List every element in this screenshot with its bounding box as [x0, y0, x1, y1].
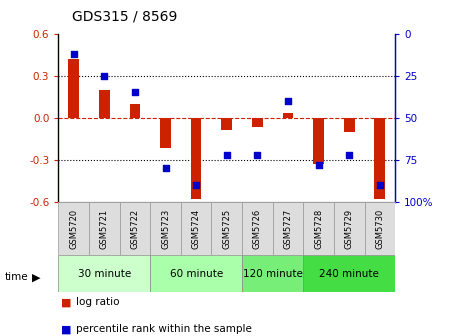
Bar [242, 202, 273, 255]
Bar [119, 202, 150, 255]
Text: GSM5727: GSM5727 [283, 208, 292, 249]
Point [131, 90, 138, 95]
Point [193, 182, 200, 187]
Bar [365, 202, 395, 255]
Text: GSM5724: GSM5724 [192, 208, 201, 249]
Bar [160, 118, 171, 149]
Text: GDS315 / 8569: GDS315 / 8569 [72, 9, 177, 24]
Text: GSM5721: GSM5721 [100, 208, 109, 249]
Bar [89, 202, 119, 255]
Text: GSM5730: GSM5730 [375, 208, 384, 249]
Text: GSM5723: GSM5723 [161, 208, 170, 249]
Bar [313, 118, 324, 164]
Point [284, 98, 291, 103]
Bar [191, 118, 202, 199]
Bar [58, 255, 150, 292]
Text: GSM5728: GSM5728 [314, 208, 323, 249]
Bar [150, 255, 242, 292]
Bar [130, 103, 140, 118]
Text: GSM5722: GSM5722 [130, 208, 139, 249]
Bar [303, 202, 334, 255]
Bar [374, 118, 385, 199]
Text: GSM5720: GSM5720 [69, 208, 78, 249]
Bar [150, 202, 181, 255]
Point [315, 162, 322, 167]
Point [223, 152, 230, 157]
Point [346, 152, 353, 157]
Bar [221, 118, 232, 130]
Text: GSM5729: GSM5729 [345, 208, 354, 249]
Bar [303, 255, 395, 292]
Bar [242, 255, 303, 292]
Bar [252, 118, 263, 127]
Point [70, 51, 77, 56]
Bar [273, 202, 303, 255]
Text: GSM5726: GSM5726 [253, 208, 262, 249]
Text: log ratio: log ratio [76, 297, 120, 307]
Bar [68, 59, 79, 118]
Bar [282, 114, 293, 118]
Text: 240 minute: 240 minute [319, 269, 379, 279]
Point [101, 73, 108, 78]
Text: percentile rank within the sample: percentile rank within the sample [76, 324, 252, 334]
Point [376, 182, 383, 187]
Bar [58, 202, 89, 255]
Bar [211, 202, 242, 255]
Text: GSM5725: GSM5725 [222, 208, 231, 249]
Bar [334, 202, 365, 255]
Text: time: time [4, 272, 28, 282]
Text: ▶: ▶ [32, 272, 41, 282]
Text: ■: ■ [61, 324, 71, 334]
Text: 120 minute: 120 minute [243, 269, 303, 279]
Bar [99, 90, 110, 118]
Bar [181, 202, 211, 255]
Text: 30 minute: 30 minute [78, 269, 131, 279]
Point [254, 152, 261, 157]
Point [162, 165, 169, 171]
Text: ■: ■ [61, 297, 71, 307]
Bar [344, 118, 355, 132]
Text: 60 minute: 60 minute [170, 269, 223, 279]
